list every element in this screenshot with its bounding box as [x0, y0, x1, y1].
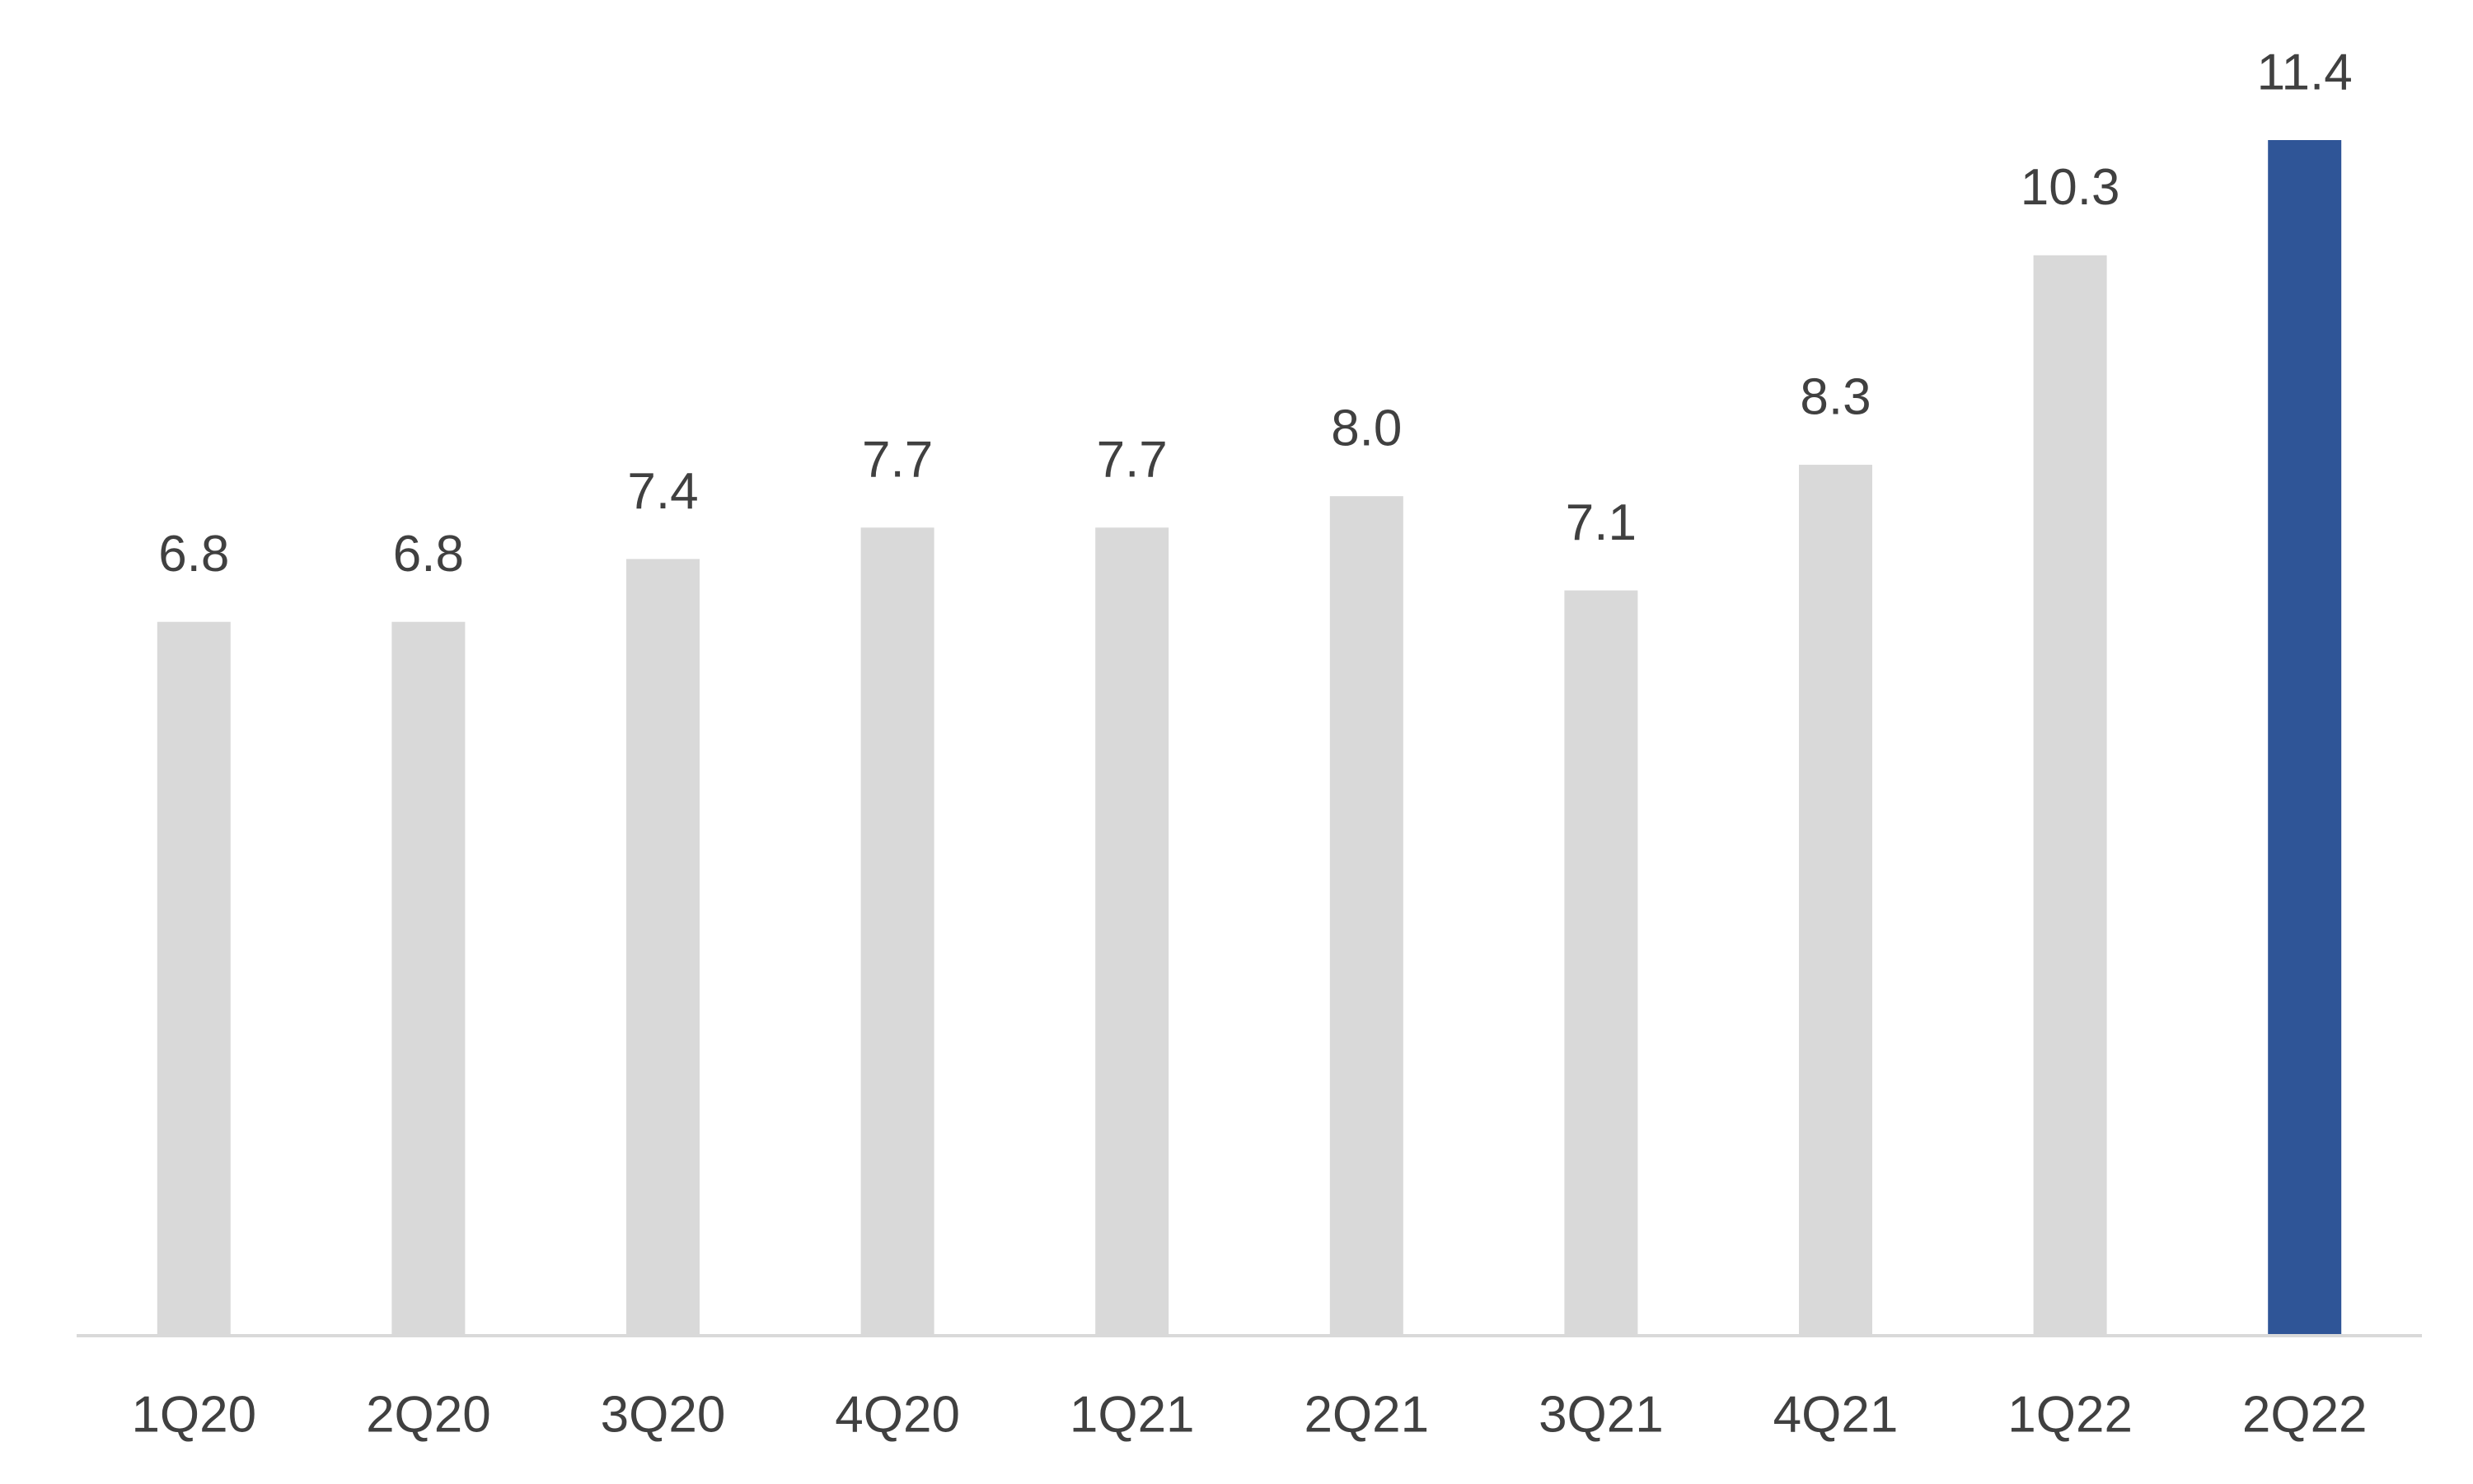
data-label: 7.4 [627, 463, 698, 520]
x-tick-label: 1Q21 [1070, 1386, 1195, 1443]
data-label: 11.4 [2257, 44, 2353, 101]
bar [1564, 590, 1638, 1334]
x-tick-label: 4Q20 [835, 1386, 960, 1443]
bar [2033, 255, 2107, 1334]
x-tick-label: 2Q21 [1304, 1386, 1429, 1443]
x-tick-label: 2Q22 [2242, 1386, 2368, 1443]
x-tick-label: 3Q21 [1539, 1386, 1664, 1443]
bar [1095, 527, 1169, 1334]
bar [2268, 140, 2342, 1334]
bar [157, 621, 231, 1334]
bar [391, 621, 466, 1334]
x-tick-label: 1Q20 [131, 1386, 256, 1443]
x-tick-label: 3Q20 [601, 1386, 726, 1443]
bar [860, 527, 934, 1334]
data-label: 8.0 [1331, 400, 1402, 457]
bar [1329, 496, 1403, 1334]
x-tick-label: 1Q22 [2007, 1386, 2133, 1443]
data-label: 8.3 [1800, 368, 1871, 425]
data-label: 7.1 [1566, 494, 1637, 551]
bar [626, 559, 700, 1334]
x-tick-label: 2Q20 [366, 1386, 491, 1443]
data-label: 6.8 [393, 526, 464, 583]
data-label: 7.7 [1097, 432, 1168, 489]
data-label: 10.3 [2021, 159, 2120, 216]
bar [1799, 465, 1872, 1334]
x-tick-label: 4Q21 [1773, 1386, 1899, 1443]
data-label: 7.7 [862, 432, 933, 489]
data-label: 6.8 [158, 526, 229, 583]
